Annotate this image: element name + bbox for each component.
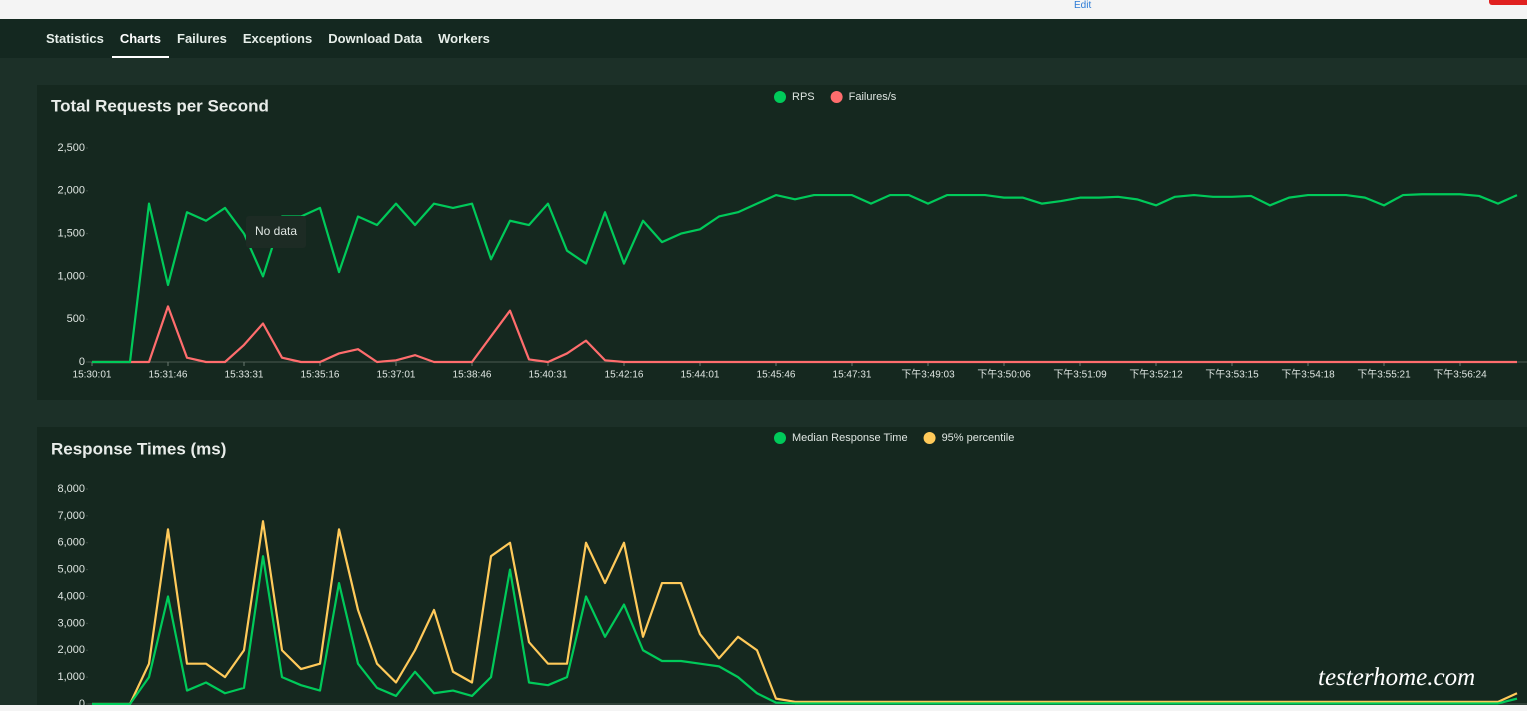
edit-link[interactable]: Edit	[1074, 0, 1092, 11]
y-tick-label: 500	[67, 313, 85, 325]
y-tick-label: 6,000	[57, 537, 85, 549]
chart-title: Response Times (ms)	[51, 439, 226, 458]
y-tick-label: 3,000	[57, 617, 85, 629]
y-tick-label: 1,500	[57, 228, 85, 240]
legend-swatch	[774, 432, 786, 444]
nav-bar: Statistics Charts Failures Exceptions Downlo…	[0, 19, 1527, 58]
series-line	[92, 555, 1518, 705]
y-tick-label: 5,000	[57, 564, 85, 576]
bottom-bar	[0, 705, 1527, 711]
x-tick-label: 下午3:49:03	[901, 368, 955, 381]
x-tick-label: 下午3:55:21	[1357, 368, 1411, 381]
legend-swatch	[830, 91, 843, 103]
y-tick-label: 8,000	[57, 483, 85, 495]
chart-panel	[37, 427, 1527, 705]
x-tick-label: 下午3:50:06	[977, 368, 1031, 381]
x-tick-label: 15:30:01	[73, 370, 112, 381]
x-tick-label: 15:37:01	[377, 370, 416, 381]
series-line	[92, 193, 1518, 364]
legend-label: Failures/s	[849, 91, 897, 103]
y-tick-label: 0	[79, 356, 85, 368]
series-line	[92, 305, 1517, 364]
y-tick-label: 1,000	[57, 671, 85, 683]
x-tick-label: 15:40:31	[529, 370, 568, 381]
nav-tab[interactable]: Workers	[438, 31, 490, 46]
x-tick-label: 15:33:31	[225, 370, 264, 381]
y-tick-label: 2,000	[57, 185, 85, 197]
x-tick-label: 下午3:51:09	[1053, 368, 1107, 381]
x-tick-label: 15:38:46	[453, 370, 492, 381]
legend-label: RPS	[792, 91, 815, 103]
tooltip-text: No data	[255, 224, 297, 238]
legend-label: 95% percentile	[942, 432, 1015, 444]
y-tick-label: 2,500	[57, 142, 85, 154]
y-tick-label: 2,000	[57, 644, 85, 656]
nav-tab[interactable]: Failures	[177, 31, 227, 46]
nav-tab[interactable]: Download Data	[328, 31, 423, 46]
top-bar: Edit	[0, 0, 1527, 19]
x-tick-label: 下午3:52:12	[1129, 368, 1183, 381]
x-tick-label: 下午3:53:15	[1205, 368, 1259, 381]
charts-area: Total Requests per Second RPS Failures/s 0 5…	[37, 85, 1527, 705]
y-tick-label: 4,000	[57, 590, 85, 602]
legend-label: Median Response Time	[792, 432, 908, 444]
legend-swatch	[923, 432, 936, 444]
x-tick-label: 15:35:16	[301, 370, 340, 381]
nav-tab[interactable]: Exceptions	[242, 31, 313, 46]
nav-tab[interactable]: Charts	[111, 19, 169, 58]
legend-swatch	[774, 91, 786, 103]
nav-tab[interactable]: Statistics	[46, 31, 104, 46]
x-tick-label: 15:44:01	[681, 370, 720, 381]
y-tick-label: 1,000	[57, 270, 85, 282]
series-line	[92, 520, 1518, 705]
x-tick-label: 15:45:46	[757, 370, 796, 381]
y-tick-label: 7,000	[57, 510, 85, 522]
x-tick-label: 下午3:54:18	[1281, 368, 1335, 381]
red-button[interactable]	[1489, 0, 1527, 5]
watermark: testerhome.com	[1318, 664, 1476, 691]
x-tick-label: 下午3:56:24	[1433, 368, 1487, 381]
y-tick-label: 0	[79, 698, 85, 705]
x-tick-label: 15:47:31	[833, 370, 872, 381]
chart-title: Total Requests per Second	[51, 96, 269, 115]
x-tick-label: 15:31:46	[149, 370, 188, 381]
x-tick-label: 15:42:16	[605, 370, 644, 381]
tooltip-box	[246, 216, 306, 248]
